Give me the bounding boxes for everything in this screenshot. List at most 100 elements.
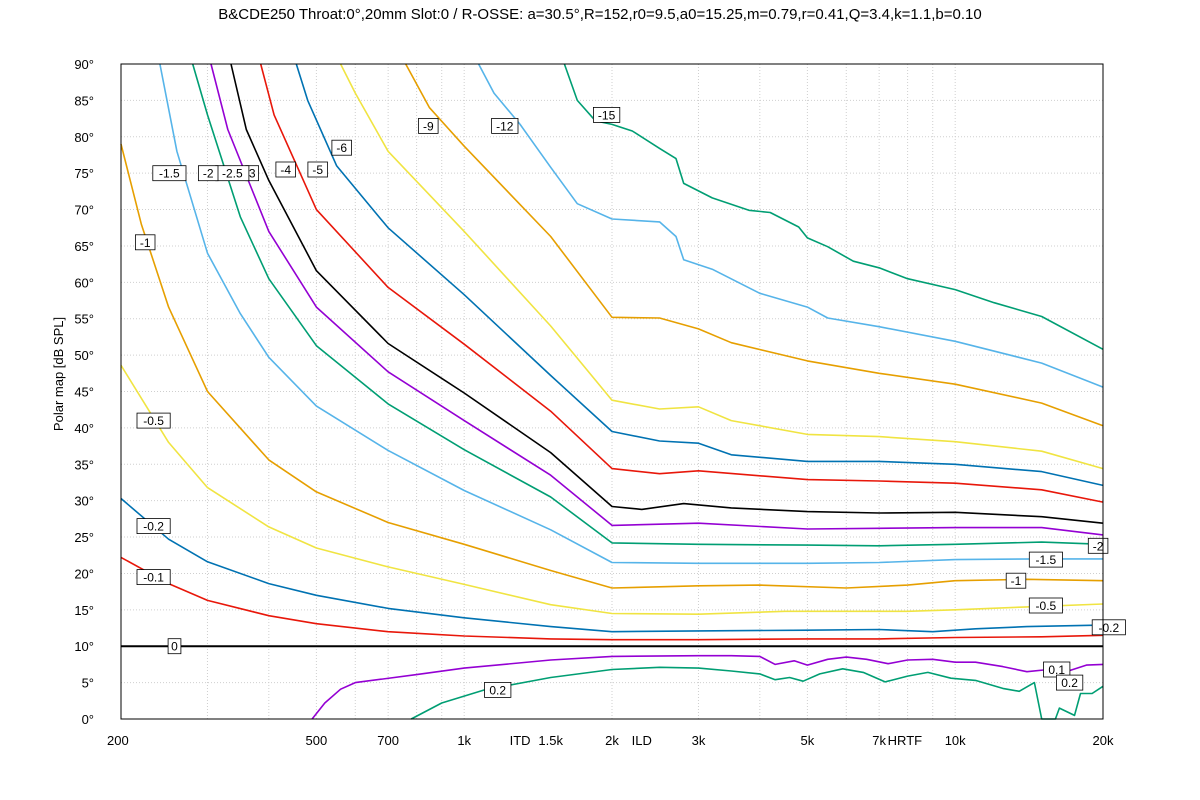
x-tick-label: HRTF [888, 733, 922, 748]
x-tick-label: 1.5k [538, 733, 563, 748]
series-line-m4 [259, 63, 1104, 503]
series-line-m1 [120, 143, 1104, 589]
y-tick-label: 10° [74, 639, 94, 654]
curve-label-m2: -2 [197, 165, 219, 182]
series-line-m9 [404, 63, 1104, 427]
y-axis: 0° 5° 10° 15° 20° 25° 30° 35° 40° 45° 50° 55° 60° 65°… [74, 57, 94, 727]
series-line-m0p1 [120, 556, 1104, 641]
curve-label-m0p1: -0.1 [136, 569, 171, 585]
y-tick-label: 45° [74, 385, 94, 400]
y-tick-label: 0° [82, 712, 94, 727]
curve-label-box [136, 569, 171, 585]
curve-label-m0p2: -0.2 [1091, 619, 1126, 636]
x-tick-label: 1k [457, 733, 471, 748]
curve-label-m2: -2 [1087, 537, 1109, 554]
chart-title: B&CDE250 Throat:0°,20mm Slot:0 / R-OSSE:… [218, 6, 982, 23]
series-line-m6 [339, 63, 1104, 470]
y-tick-label: 80° [74, 130, 94, 145]
curve-label-text: -15 [598, 108, 616, 122]
series-line-m1p5 [159, 63, 1103, 565]
curve-label-m15: -15 [593, 107, 621, 123]
x-tick-label: 500 [306, 733, 328, 748]
curve-label-box [1005, 572, 1027, 589]
curve-label-text: -0.5 [1036, 599, 1057, 613]
y-tick-label: 50° [74, 348, 94, 363]
series-line-m0p5 [120, 364, 1104, 616]
x-tick-label: 20k [1093, 733, 1114, 748]
curve-label-box [134, 234, 156, 251]
y-tick-label: 85° [74, 93, 94, 108]
x-tick-label: 2k [605, 733, 619, 748]
curve-label-text: -0.2 [143, 520, 164, 534]
curve-label-m0p2: -0.2 [136, 518, 171, 534]
series-line-m3 [230, 63, 1104, 524]
curve-label-0p1: 0.1 [1043, 661, 1071, 678]
curve-label-text: -2 [203, 167, 214, 181]
curve-label-text: -6 [336, 141, 347, 155]
curve-label-text: -1 [140, 236, 151, 250]
plot-frame [120, 63, 1104, 720]
y-tick-label: 30° [74, 494, 94, 509]
curve-label-m4: -4 [275, 161, 296, 178]
y-tick-label: 20° [74, 566, 94, 581]
x-tick-label: ITD [510, 733, 531, 748]
curve-label-text: -0.5 [143, 414, 164, 428]
curve-label-box [1028, 597, 1063, 614]
curve-label-text: -4 [280, 163, 291, 177]
x-tick-label: ILD [632, 733, 652, 748]
curve-label-text: -12 [496, 119, 514, 133]
curve-label-text: -2.5 [222, 167, 243, 181]
curve-label-text: 3 [249, 167, 256, 181]
curve-label-box [593, 107, 621, 123]
curve-label-m12: -12 [491, 118, 519, 134]
curve-label-m1p5: -1.5 [152, 165, 187, 182]
y-tick-label: 65° [74, 239, 94, 254]
curve-label-box [136, 518, 171, 534]
series-line-m2 [191, 63, 1104, 547]
y-tick-label: 25° [74, 530, 94, 545]
curve-label-box [1056, 674, 1084, 691]
curve-label-m0p5: -0.5 [136, 412, 171, 429]
curve-label-text: -0.1 [143, 571, 164, 585]
curve-label-box [197, 165, 219, 182]
series-line-m15 [563, 63, 1104, 351]
series-line-m12 [477, 63, 1104, 388]
y-axis-title: Polar map [dB SPL] [51, 317, 66, 431]
curve-label-box [418, 118, 439, 134]
x-tick-label: 700 [377, 733, 399, 748]
y-tick-label: 5° [82, 676, 94, 691]
series-line-m5 [295, 63, 1104, 487]
x-tick-label: 10k [945, 733, 966, 748]
curve-label-m6: -6 [331, 139, 352, 156]
curve-label-text: 0.2 [1061, 676, 1078, 690]
curve-label-0p2: 0.2 [1056, 674, 1084, 691]
grid [121, 64, 1103, 719]
y-tick-label: 70° [74, 203, 94, 218]
curve-label-text: 0.2 [489, 683, 506, 697]
curve-label-0p2: 0.2 [484, 682, 512, 698]
y-tick-label: 55° [74, 312, 94, 327]
series-line-m2p5 [210, 63, 1104, 536]
curve-label-box [152, 165, 187, 182]
x-tick-label: 5k [801, 733, 815, 748]
curve-label-m1p5: -1.5 [1028, 551, 1063, 568]
curve-labels: -15 -12 -9 -6 -5 -4 3 -2.5 -2 -1.5 -1 -0.5 -0.2 -0.1 0… [134, 107, 1126, 698]
curve-label-box [484, 682, 512, 698]
x-tick-label: 200 [107, 733, 129, 748]
curve-label-0: 0 [167, 638, 182, 655]
series-group [120, 63, 1104, 720]
x-tick-label: 3k [692, 733, 706, 748]
curve-label-m9: -9 [418, 118, 439, 134]
curve-label-box [1028, 551, 1063, 568]
y-tick-label: 90° [74, 57, 94, 72]
y-tick-label: 75° [74, 166, 94, 181]
curve-label-text: -1.5 [1036, 553, 1057, 567]
curve-label-text: -5 [312, 163, 323, 177]
curve-label-text: -9 [423, 119, 434, 133]
curve-label-box [275, 161, 296, 178]
curve-label-box [136, 412, 171, 429]
series-line-0p1 [311, 654, 1104, 720]
curve-label-m2p5: -2.5 [215, 165, 250, 182]
y-tick-label: 40° [74, 421, 94, 436]
